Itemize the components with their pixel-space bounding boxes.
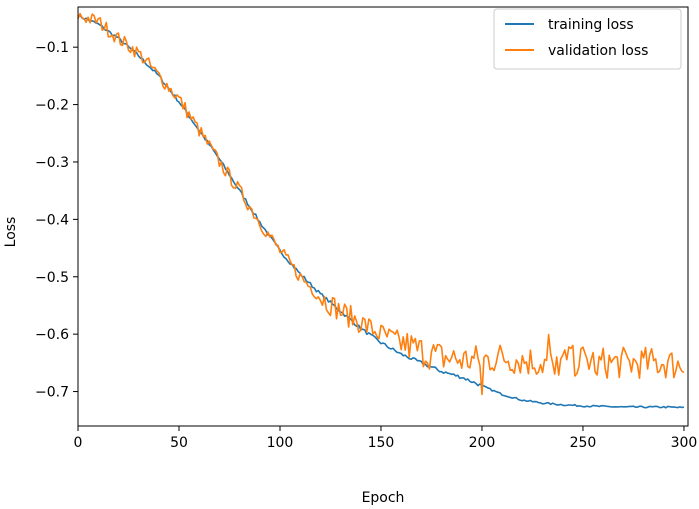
x-axis: 0 50 100 150 200 250 300	[74, 426, 698, 451]
y-tick-label: −0.3	[35, 155, 69, 171]
x-tick-label: 300	[671, 435, 698, 451]
legend-box	[493, 8, 682, 70]
x-axis-label: Epoch	[362, 490, 405, 506]
series-line-training-loss	[77, 14, 685, 409]
legend: training loss validation loss	[493, 8, 682, 70]
legend-label-validation-loss: validation loss	[548, 43, 648, 59]
plot-frame	[77, 6, 689, 427]
y-tick-label: −0.7	[35, 385, 69, 401]
y-axis-label: Loss	[3, 217, 19, 248]
x-tick-label: 50	[170, 435, 188, 451]
y-tick-label: −0.5	[35, 270, 69, 286]
x-tick-label: 0	[74, 435, 83, 451]
y-tick-label: −0.6	[35, 327, 69, 343]
x-tick-label: 150	[368, 435, 395, 451]
legend-label-training-loss: training loss	[548, 17, 634, 33]
series-line-validation-loss	[77, 12, 685, 396]
y-axis: −0.1 −0.2 −0.3 −0.4 −0.5 −0.6 −0.7	[35, 40, 78, 401]
y-tick-label: −0.4	[35, 212, 69, 228]
x-tick-label: 200	[469, 435, 496, 451]
x-tick-label: 100	[267, 435, 294, 451]
y-tick-label: −0.2	[35, 98, 69, 114]
y-tick-label: −0.1	[35, 40, 69, 56]
x-tick-label: 250	[570, 435, 597, 451]
plot-area	[77, 12, 685, 409]
